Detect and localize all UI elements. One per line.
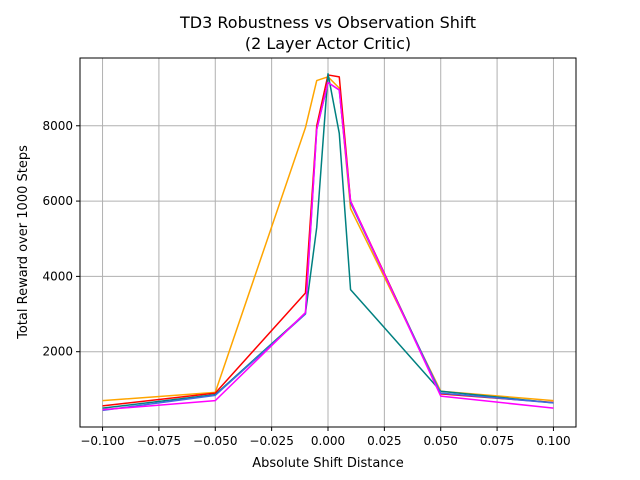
y-axis-label: Total Reward over 1000 Steps [16, 145, 31, 340]
x-tick-label: 0.075 [480, 434, 514, 448]
series-lines [102, 73, 554, 412]
grid-lines [80, 58, 576, 427]
chart-title-line2: (2 Layer Actor Critic) [245, 34, 411, 53]
x-axis-ticks: −0.100 −0.075 −0.050 −0.025 0.000 0.025 0.050 0… [80, 427, 571, 448]
x-tick-label: −0.025 [249, 434, 293, 448]
y-tick-label: 6000 [42, 194, 73, 208]
x-tick-label: 0.025 [367, 434, 401, 448]
x-tick-label: −0.075 [137, 434, 181, 448]
y-axis-ticks: 2000 4000 6000 8000 [42, 119, 80, 359]
chart-title-line1: TD3 Robustness vs Observation Shift [179, 13, 476, 32]
x-tick-label: 0.100 [536, 434, 570, 448]
x-tick-label: −0.100 [80, 434, 124, 448]
x-tick-label: 0.050 [424, 434, 458, 448]
x-axis-label: Absolute Shift Distance [252, 456, 403, 471]
x-tick-label: 0.000 [311, 434, 345, 448]
x-tick-label: −0.050 [193, 434, 237, 448]
y-tick-label: 8000 [42, 119, 73, 133]
y-tick-label: 4000 [42, 269, 73, 283]
y-tick-label: 2000 [42, 345, 73, 359]
series-line-4 [102, 81, 554, 411]
